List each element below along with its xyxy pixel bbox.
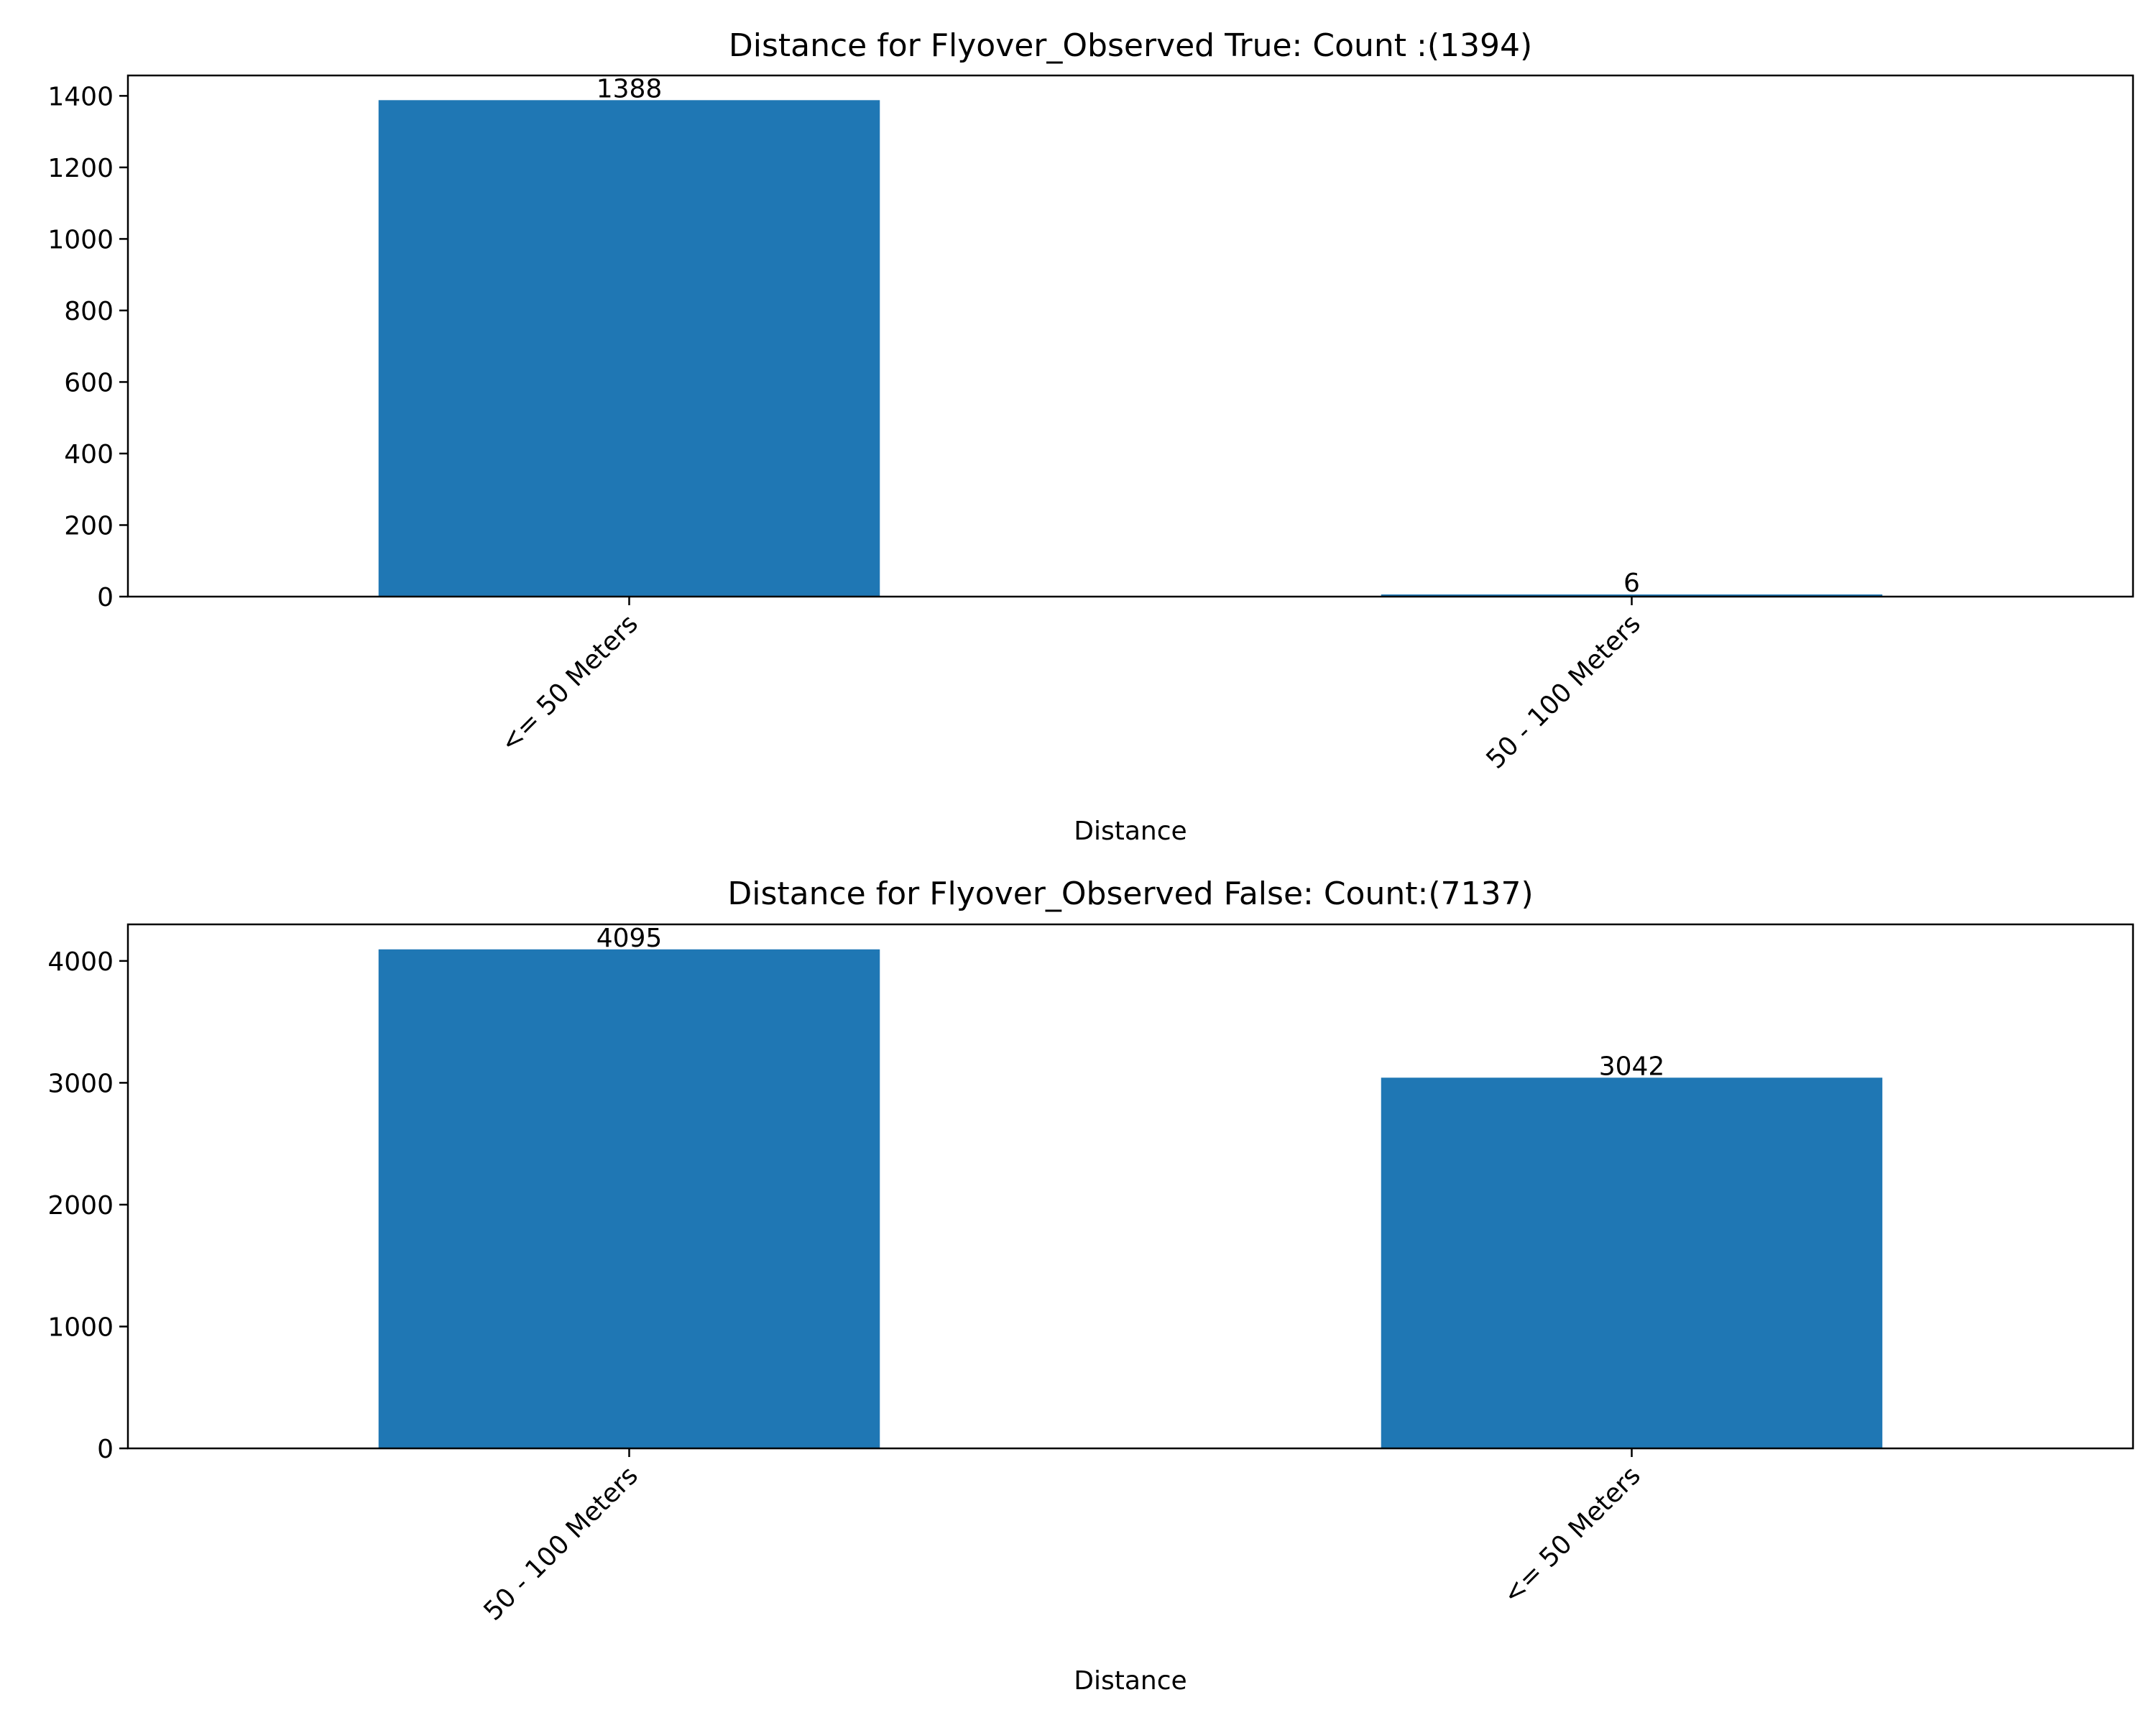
x-tick-label: 50 - 100 Meters xyxy=(478,1461,643,1626)
bar xyxy=(378,100,880,597)
bar xyxy=(1381,1077,1883,1448)
y-tick-label: 0 xyxy=(97,1435,114,1464)
bar-value-label: 3042 xyxy=(1599,1052,1665,1081)
x-tick-label: <= 50 Meters xyxy=(495,609,644,758)
x-tick-label: 50 - 100 Meters xyxy=(1480,609,1646,774)
y-tick-label: 400 xyxy=(64,440,114,469)
y-tick-label: 4000 xyxy=(47,947,114,977)
chart-panel-top: 0 200 400 600 800 1000 1200 1400 <= 50 Meters 50 … xyxy=(47,27,2134,846)
y-tick-label: 0 xyxy=(97,583,114,612)
y-tick-label: 600 xyxy=(64,368,114,397)
bar xyxy=(1381,594,1883,597)
y-tick-label: 1200 xyxy=(47,154,114,183)
y-tick-label: 2000 xyxy=(47,1191,114,1221)
y-tick-label: 1400 xyxy=(47,82,114,111)
y-tick-label: 1000 xyxy=(47,225,114,254)
y-tick-label: 800 xyxy=(64,297,114,326)
x-axis-label: Distance xyxy=(1074,817,1187,846)
bar xyxy=(378,949,880,1448)
bar-value-label: 4095 xyxy=(596,924,663,953)
y-tick-label: 200 xyxy=(64,511,114,541)
bar-value-label: 6 xyxy=(1623,569,1640,598)
axes-frame xyxy=(126,74,2134,598)
chart-panel-bottom: 0 1000 2000 3000 4000 50 - 100 Meters <= 50 Me… xyxy=(47,876,2134,1696)
chart-title: Distance for Flyover_Observed True: Coun… xyxy=(729,27,1532,64)
axes-frame xyxy=(126,923,2134,1450)
y-tick-label: 1000 xyxy=(47,1313,114,1342)
chart-title: Distance for Flyover_Observed False: Cou… xyxy=(727,876,1533,912)
y-tick-label: 3000 xyxy=(47,1069,114,1098)
x-tick-label: <= 50 Meters xyxy=(1498,1461,1646,1609)
x-axis-label: Distance xyxy=(1074,1666,1187,1696)
bar-value-label: 1388 xyxy=(596,74,663,104)
